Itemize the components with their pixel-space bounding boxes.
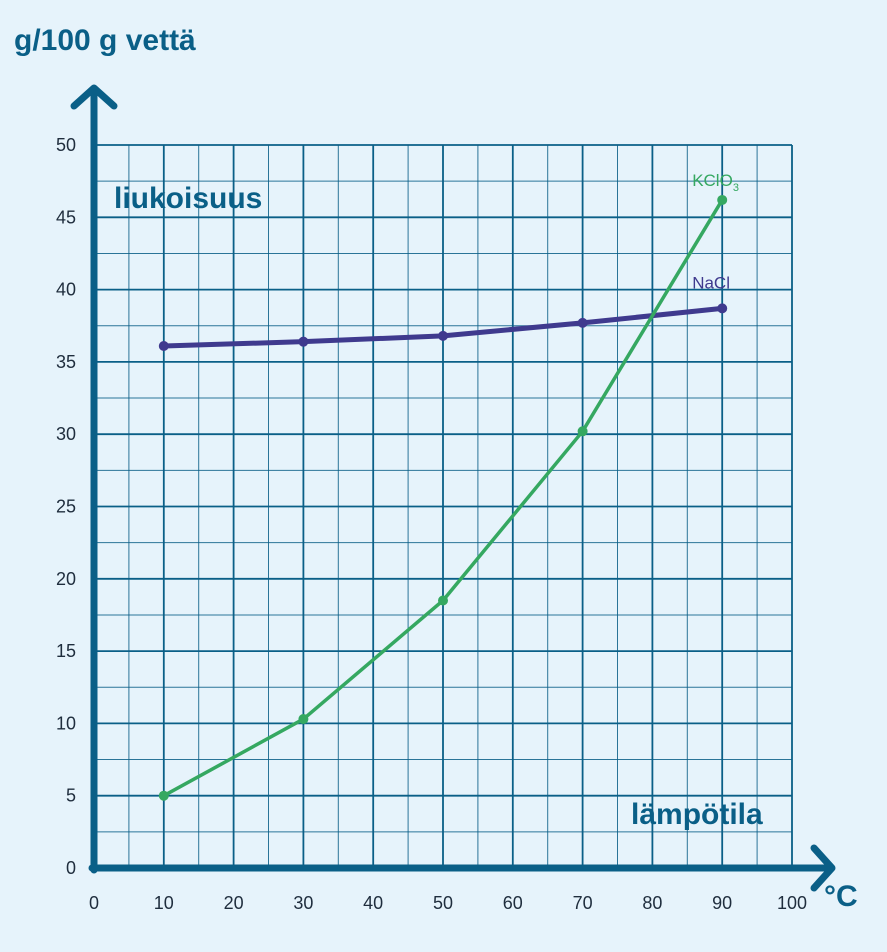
- data-point-kclo3: [717, 194, 728, 205]
- data-point-nacl: [577, 317, 588, 328]
- data-point-kclo3: [298, 714, 309, 725]
- x-tick-label: 40: [363, 893, 383, 913]
- x-tick-label: 60: [503, 893, 523, 913]
- data-point-kclo3: [577, 426, 588, 437]
- series-label-kclo3: KClO3: [692, 171, 739, 194]
- x-tick-label: 30: [293, 893, 313, 913]
- y-tick-label: 50: [56, 135, 76, 155]
- x-tick-label: 50: [433, 893, 453, 913]
- data-point-kclo3: [158, 790, 169, 801]
- x-tick-label: 100: [777, 893, 807, 913]
- data-point-nacl: [298, 336, 309, 347]
- y-tick-label: 5: [66, 786, 76, 806]
- y-tick-label: 30: [56, 424, 76, 444]
- y-axis-title: g/100 g vettä: [14, 24, 196, 57]
- x-tick-label: 0: [89, 893, 99, 913]
- series-label-nacl: NaCl: [692, 273, 730, 292]
- y-axis-arrow: [70, 84, 118, 110]
- x-tick-label: 20: [224, 893, 244, 913]
- x-tick-label: 90: [712, 893, 732, 913]
- y-tick-label: 10: [56, 713, 76, 733]
- x-tick-label: 70: [573, 893, 593, 913]
- y-tick-label: 15: [56, 641, 76, 661]
- y-tick-label: 0: [66, 858, 76, 878]
- data-point-nacl: [717, 303, 728, 314]
- data-point-nacl: [438, 330, 448, 341]
- annotation-label: liukoisuus: [114, 182, 263, 215]
- data-point-kclo3: [438, 595, 448, 606]
- x-tick-label: 80: [642, 893, 662, 913]
- y-tick-label: 35: [56, 352, 76, 372]
- data-point-nacl: [158, 340, 169, 351]
- y-tick-label: 20: [56, 569, 76, 589]
- y-tick-label: 40: [56, 280, 76, 300]
- y-tick-label: 25: [56, 497, 76, 517]
- x-tick-label: 10: [154, 893, 174, 913]
- y-tick-label: 45: [56, 207, 76, 227]
- x-axis-unit: °C: [824, 880, 858, 913]
- x-axis-arrow: [810, 844, 836, 892]
